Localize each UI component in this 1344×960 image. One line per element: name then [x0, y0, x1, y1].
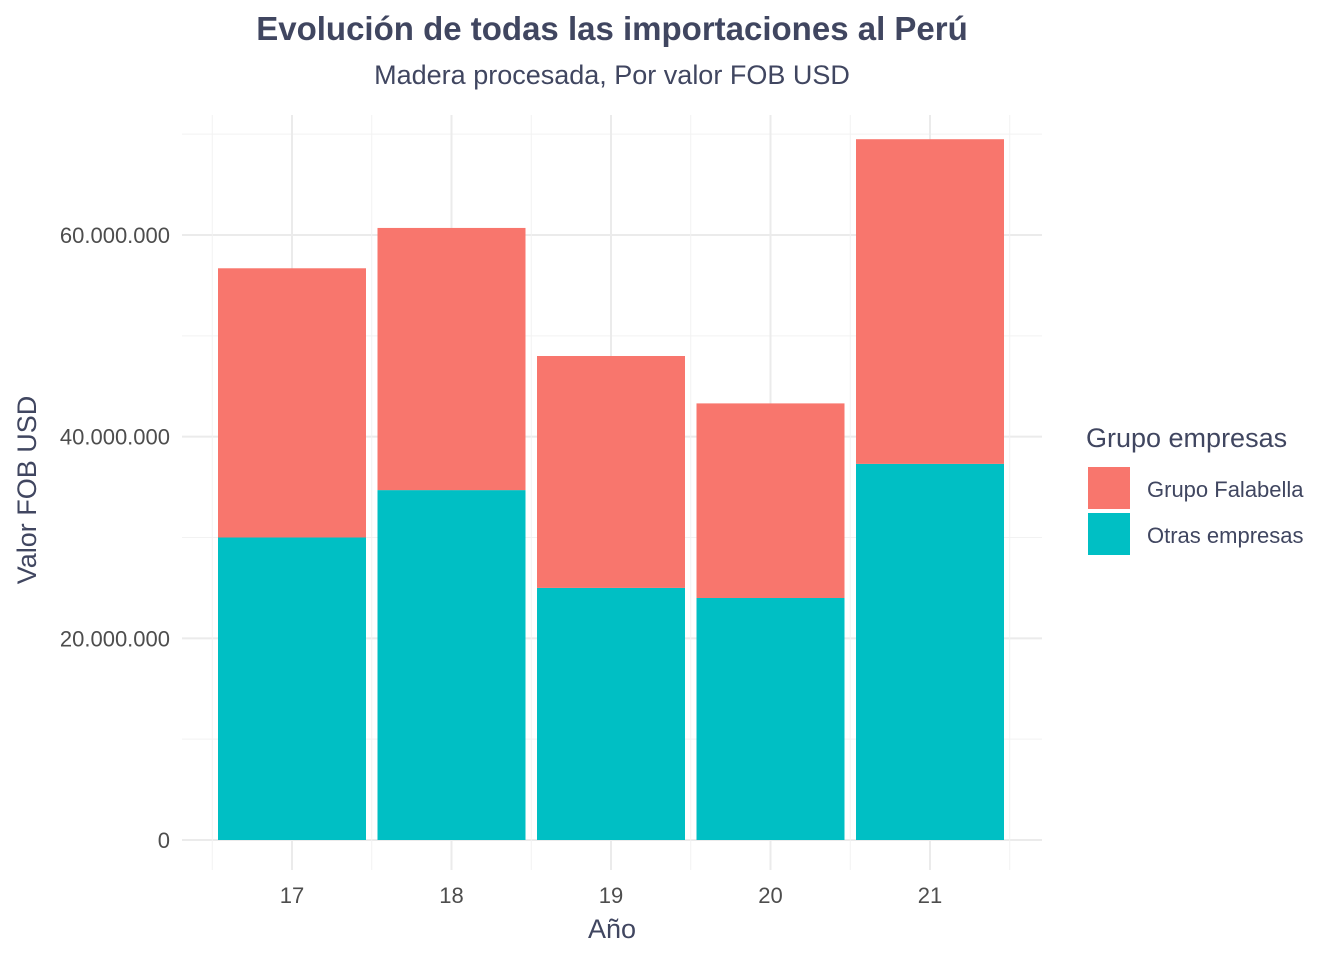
bar-otras-empresas-17	[218, 537, 366, 840]
y-tick-label: 60.000.000	[60, 223, 170, 248]
x-tick-label: 19	[599, 883, 623, 908]
x-tick-label: 21	[918, 883, 942, 908]
chart-title: Evolución de todas las importaciones al …	[256, 10, 968, 47]
bar-grupo-falabella-20	[696, 403, 845, 598]
bar-grupo-falabella-21	[856, 139, 1004, 464]
legend-label: Otras empresas	[1147, 523, 1304, 548]
x-axis: 17 18 19 20 21	[280, 883, 942, 908]
legend-label: Grupo Falabella	[1147, 477, 1304, 502]
x-tick-label: 20	[758, 883, 782, 908]
bar-otras-empresas-18	[377, 490, 526, 840]
x-axis-title: Año	[588, 914, 636, 944]
y-axis-title: Valor FOB USD	[12, 396, 42, 585]
y-axis: 0 20.000.000 40.000.000 60.000.000	[60, 223, 170, 853]
legend-swatch	[1088, 467, 1130, 509]
bar-grupo-falabella-18	[377, 227, 526, 491]
y-tick-label: 40.000.000	[60, 425, 170, 450]
bar-otras-empresas-21	[856, 463, 1004, 840]
chart-subtitle: Madera procesada, Por valor FOB USD	[374, 60, 850, 90]
bar-grupo-falabella-17	[218, 268, 366, 538]
x-tick-label: 18	[439, 883, 463, 908]
legend-swatch	[1088, 513, 1130, 555]
x-tick-label: 17	[280, 883, 304, 908]
y-tick-label: 20.000.000	[60, 626, 170, 651]
bars	[218, 139, 1004, 840]
legend: Grupo empresas Grupo Falabella Otras empr…	[1086, 423, 1304, 555]
y-tick-label: 0	[158, 828, 170, 853]
bar-otras-empresas-19	[537, 587, 685, 840]
legend-title: Grupo empresas	[1086, 423, 1287, 453]
bar-grupo-falabella-19	[537, 356, 685, 588]
bar-otras-empresas-20	[696, 598, 845, 840]
